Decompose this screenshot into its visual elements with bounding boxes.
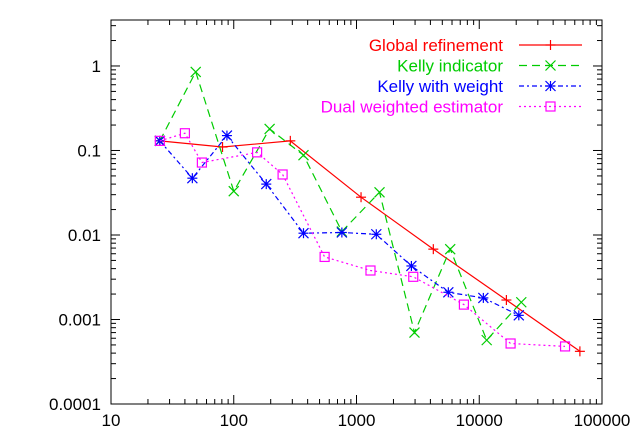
series-line — [159, 134, 520, 316]
data-point — [409, 327, 420, 339]
data-point — [513, 309, 525, 321]
legend-marker — [545, 101, 556, 112]
data-point — [370, 228, 382, 240]
legend-label: Dual weighted estimator — [321, 98, 504, 117]
data-point — [477, 292, 489, 304]
y-tick-label: 0.0001 — [49, 395, 101, 414]
x-tick-label: 100000 — [574, 411, 631, 430]
data-point — [458, 299, 470, 310]
legend-marker — [545, 60, 556, 71]
data-point — [285, 135, 296, 146]
data-point — [428, 244, 439, 255]
tick-labels: 10 100 1000 10000 100000 0.0001 0.001 0.01 0.1 1 — [49, 57, 630, 430]
y-tick-label: 0.001 — [58, 310, 101, 329]
data-point — [277, 169, 288, 180]
data-point — [481, 334, 493, 346]
data-point — [505, 338, 516, 349]
y-tick-label: 1 — [92, 57, 101, 76]
data-point — [186, 172, 198, 184]
data-point — [154, 135, 165, 146]
data-point — [336, 227, 348, 238]
data-point — [501, 295, 512, 306]
data-point — [196, 157, 207, 168]
data-point — [442, 286, 454, 298]
x-tick-label: 10 — [102, 411, 121, 430]
series-line — [159, 132, 566, 347]
data-point — [260, 178, 272, 190]
plot-frame — [110, 19, 603, 405]
legend-marker — [545, 40, 556, 50]
x-tick-label: 100 — [220, 411, 248, 430]
y-tick-label: 0.01 — [68, 226, 101, 245]
data-point — [319, 251, 330, 263]
series-line — [159, 140, 581, 352]
series-0 — [154, 135, 585, 357]
data-point — [298, 227, 309, 239]
legend-label: Kelly indicator — [397, 57, 503, 76]
data-point — [408, 271, 419, 282]
data-point — [221, 130, 233, 142]
series-3 — [154, 128, 571, 352]
data-point — [190, 66, 202, 78]
data-point — [228, 185, 240, 197]
data-point — [574, 346, 585, 357]
series-2 — [154, 130, 525, 321]
data-point — [252, 147, 263, 158]
data-point — [356, 192, 367, 203]
data-point — [559, 341, 571, 352]
legend-label: Kelly with weight — [377, 77, 503, 96]
y-tick-label: 0.1 — [77, 141, 101, 160]
data-point — [374, 186, 385, 198]
data-point — [298, 149, 309, 161]
data-point — [365, 265, 376, 276]
data-point — [515, 296, 527, 308]
data-point — [179, 128, 191, 139]
data-point — [217, 141, 228, 152]
legend-marker — [545, 80, 556, 92]
axes-frame — [110, 19, 603, 405]
data-point — [444, 243, 456, 255]
legend-label: Global refinement — [369, 36, 503, 55]
data-point — [264, 123, 276, 135]
x-tick-label: 1000 — [338, 411, 376, 430]
x-tick-label: 10000 — [456, 411, 503, 430]
data-point — [405, 260, 417, 272]
series-group — [154, 66, 585, 357]
